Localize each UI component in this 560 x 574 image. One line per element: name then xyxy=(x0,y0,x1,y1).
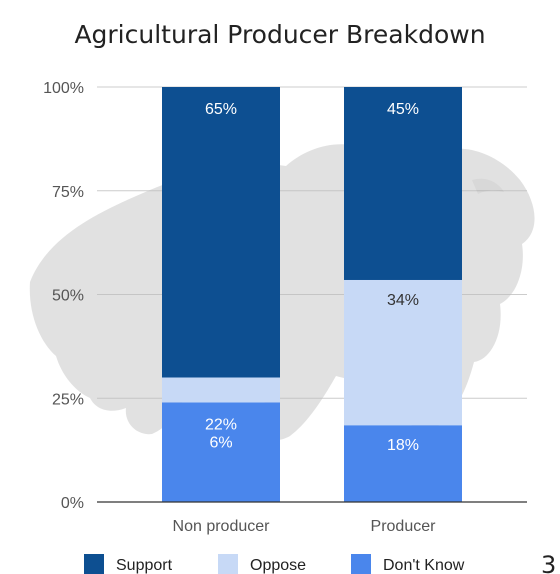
bar-oppose xyxy=(162,377,280,403)
bar-support xyxy=(162,87,280,378)
data-label: 45% xyxy=(387,101,419,118)
data-label: 6% xyxy=(209,435,232,452)
legend-item: Don't Know xyxy=(351,554,465,574)
legend-label: Support xyxy=(116,557,173,574)
data-label: 18% xyxy=(387,437,419,454)
x-category-label: Non producer xyxy=(173,518,271,535)
data-label: 65% xyxy=(205,101,237,118)
x-category-label: Producer xyxy=(371,518,437,535)
data-label: 22% xyxy=(205,416,237,433)
bar-dont-know xyxy=(162,402,280,502)
page-number: 3 xyxy=(541,551,556,574)
chart-title: Agricultural Producer Breakdown xyxy=(74,20,485,49)
legend-swatch xyxy=(218,554,238,574)
legend-item: Support xyxy=(84,554,173,574)
bar-dont-know xyxy=(344,425,462,502)
bar-support xyxy=(344,87,462,280)
legend-label: Oppose xyxy=(250,557,306,574)
y-tick-label: 75% xyxy=(52,184,84,201)
data-label: 34% xyxy=(387,292,419,309)
y-tick-label: 100% xyxy=(43,80,84,97)
y-tick-label: 0% xyxy=(61,495,84,512)
legend-label: Don't Know xyxy=(383,557,465,574)
y-tick-label: 50% xyxy=(52,288,84,305)
y-tick-label: 25% xyxy=(52,391,84,408)
legend-item: Oppose xyxy=(218,554,306,574)
bar-oppose xyxy=(344,279,462,426)
legend-swatch xyxy=(351,554,371,574)
legend-swatch xyxy=(84,554,104,574)
